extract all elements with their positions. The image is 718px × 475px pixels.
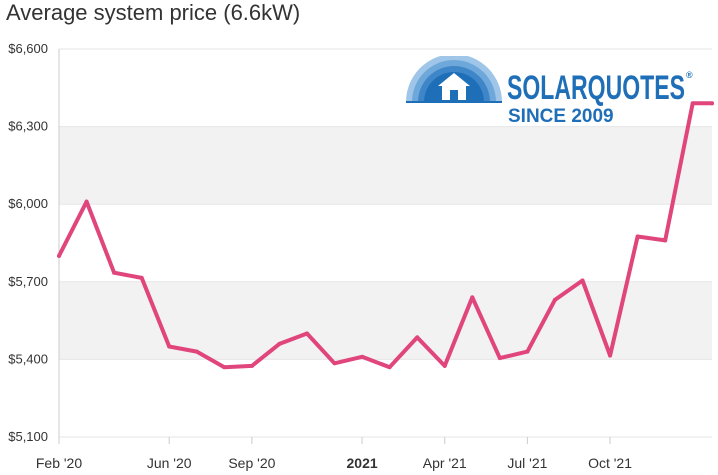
- data-point[interactable]: [222, 365, 227, 370]
- data-point[interactable]: [497, 356, 502, 361]
- data-point[interactable]: [415, 335, 420, 340]
- series-points: [57, 101, 714, 370]
- data-point[interactable]: [580, 278, 585, 283]
- x-tick-label: Apr '21: [423, 455, 467, 471]
- data-point[interactable]: [710, 101, 714, 106]
- data-point[interactable]: [57, 253, 61, 258]
- y-tick-label: $6,600: [8, 41, 48, 56]
- x-tick-label: Jun '20: [147, 455, 192, 471]
- data-point[interactable]: [304, 331, 309, 336]
- data-point[interactable]: [332, 361, 337, 366]
- logo-tagline: SINCE 2009: [508, 106, 614, 127]
- x-tick-label: Oct '21: [588, 455, 632, 471]
- data-point[interactable]: [167, 344, 172, 349]
- x-axis-ticks: Feb '20 Jun '20 Sep '20 2021 Apr '21 Jul '21 O…: [36, 437, 632, 471]
- data-point[interactable]: [608, 353, 613, 358]
- data-point[interactable]: [690, 101, 695, 106]
- x-tick-label: Sep '20: [228, 455, 275, 471]
- x-tick-label: Jul '21: [507, 455, 547, 471]
- data-point[interactable]: [139, 275, 144, 280]
- solarquotes-logo: SOLARQUOTES ® SINCE 2009: [404, 54, 694, 128]
- data-point[interactable]: [470, 295, 475, 300]
- y-tick-label: $5,100: [8, 429, 48, 444]
- data-point[interactable]: [552, 297, 557, 302]
- data-point[interactable]: [387, 365, 392, 370]
- data-point[interactable]: [249, 363, 254, 368]
- y-tick-label: $6,300: [8, 119, 48, 134]
- chart-gridlines: [58, 48, 712, 438]
- data-point[interactable]: [635, 234, 640, 239]
- data-point[interactable]: [194, 349, 199, 354]
- logo-registered-mark: ®: [686, 70, 693, 80]
- data-point[interactable]: [525, 349, 530, 354]
- x-tick-label: Feb '20: [36, 455, 82, 471]
- data-point[interactable]: [277, 341, 282, 346]
- chart-title: Average system price (6.6kW): [6, 0, 301, 25]
- data-point[interactable]: [663, 238, 668, 243]
- y-axis-ticks: $5,100 $5,400 $5,700 $6,000 $6,300 $6,600: [8, 41, 48, 444]
- y-tick-label: $5,700: [8, 274, 48, 289]
- y-tick-label: $6,000: [8, 196, 48, 211]
- y-tick-label: $5,400: [8, 351, 48, 366]
- chart-bands: [59, 126, 712, 360]
- data-point[interactable]: [84, 199, 89, 204]
- data-point[interactable]: [112, 270, 117, 275]
- data-point[interactable]: [442, 363, 447, 368]
- x-tick-label: 2021: [347, 455, 378, 471]
- plot-band: [59, 126, 712, 205]
- logo-brand-text: SOLARQUOTES: [507, 69, 685, 107]
- house-sun-icon: [406, 54, 502, 103]
- data-point[interactable]: [360, 354, 365, 359]
